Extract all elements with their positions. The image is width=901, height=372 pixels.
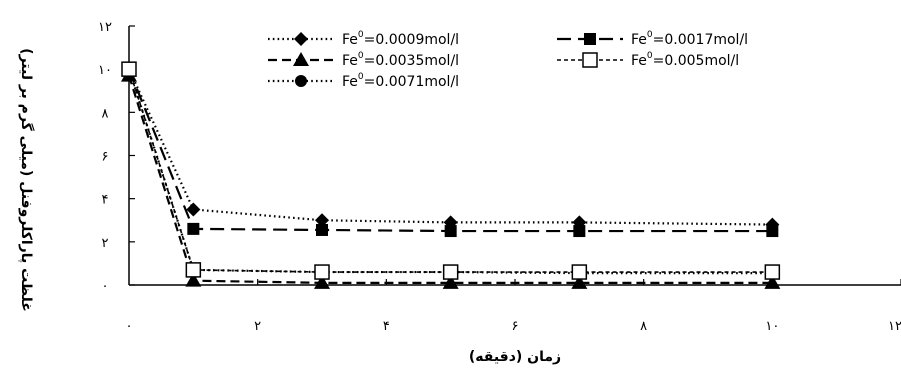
legend-label: Fe0=0.0017mol/l: [631, 30, 748, 48]
legend: Fe0=0.0009mol/l Fe0=0.0017mol/l Fe0=0.0035…: [268, 30, 748, 90]
data-point-s3: [442, 274, 459, 289]
y-tick-label: ۴: [102, 193, 109, 208]
legend-item: Fe0=0.005mol/l: [557, 51, 739, 69]
data-point-s4: [571, 264, 588, 280]
series-line-2: [127, 68, 773, 233]
legend-item: Fe0=0.0035mol/l: [268, 51, 459, 69]
y-tick-label: ۲: [102, 236, 109, 251]
legend-marker: [584, 33, 596, 45]
x-tick-label: ۱۰: [765, 319, 779, 334]
legend-label: Fe0=0.0009mol/l: [342, 30, 459, 48]
y-tick-label: ۰: [102, 279, 109, 294]
data-point-s4: [764, 264, 781, 280]
data-point-s3: [571, 274, 588, 289]
series-layer: [121, 61, 781, 289]
data-point-s3: [185, 272, 202, 287]
x-tick-label: ۶: [512, 319, 519, 334]
legend-marker: [582, 52, 598, 68]
y-tick-label: ۸: [102, 106, 109, 121]
data-point-s2: [766, 225, 779, 238]
data-point-s3: [764, 274, 781, 289]
data-point-s2: [573, 225, 586, 238]
legend-marker: [294, 32, 308, 46]
legend-item: Fe0=0.0017mol/l: [557, 30, 748, 48]
data-point-s4: [185, 262, 202, 278]
data-point-s2: [187, 222, 200, 235]
y-tick-label: ۱۰: [98, 63, 112, 78]
x-tick-label: ۱۲: [888, 319, 901, 334]
x-tick-label: ۸: [640, 319, 647, 334]
y-tick-label: ۶: [102, 150, 109, 165]
series-line-1: [128, 68, 773, 226]
x-tick-label: ۲: [254, 319, 261, 334]
legend-label: Fe0=0.0035mol/l: [342, 51, 459, 69]
data-point-s1: [186, 202, 201, 217]
data-point-s2: [316, 223, 328, 236]
legend-marker: [295, 75, 307, 87]
series-markers: [121, 61, 781, 289]
data-point-s4: [442, 264, 459, 280]
legend-item: Fe0=0.0071mol/l: [268, 72, 459, 90]
data-point-s3: [314, 274, 330, 289]
y-tick-label: ۱۲: [98, 20, 112, 35]
data-point-s4: [121, 61, 137, 77]
data-point-s1: [315, 213, 329, 228]
legend-label: Fe0=0.0071mol/l: [342, 72, 459, 90]
series-line-3: [127, 75, 773, 284]
series-line-4: [128, 68, 773, 273]
y-axis-title: غلظت پاراکلروفنل (میلی گرم بر لیتر): [18, 48, 35, 312]
legend-marker: [293, 52, 309, 66]
legend-item: Fe0=0.0009mol/l: [268, 30, 459, 48]
legend-label: Fe0=0.005mol/l: [631, 51, 739, 69]
axes: ۰ ۲ ۴ ۶ ۸ ۱۰ ۱۲ ۰ ۲ ۴ ۶ ۸ ۱۰ ۱۲: [98, 20, 901, 334]
series-lines: [127, 68, 773, 284]
x-axis-title: زمان (دقیقه): [469, 349, 561, 365]
data-point-s2: [444, 225, 457, 238]
data-point-s4: [314, 264, 330, 280]
series-line-5: [127, 68, 773, 275]
x-tick-label: ۰: [126, 319, 133, 334]
x-tick-label: ۴: [383, 319, 390, 334]
